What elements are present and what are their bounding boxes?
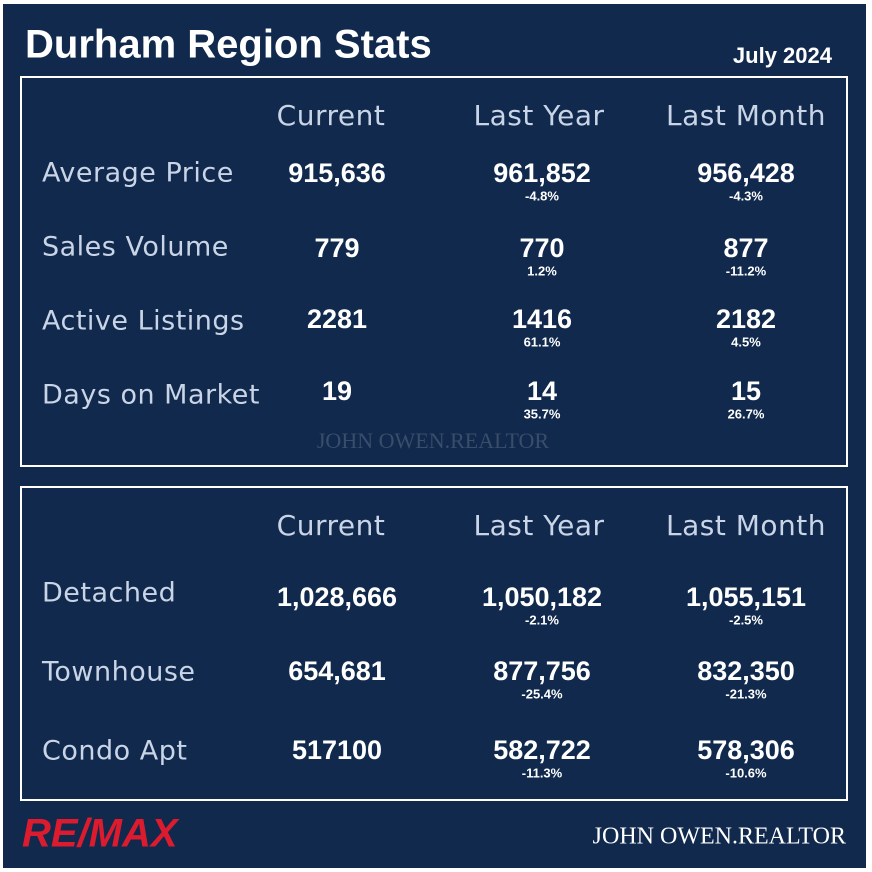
table-frame [20,486,848,801]
row-label: Sales Volume [42,232,229,263]
cell-change: -4.8% [525,188,559,203]
cell-value: 956,428 [697,158,795,188]
cell-value: 15 [731,376,761,406]
cell-change: 61.1% [524,334,561,349]
cell-value: 877 [723,233,768,263]
cell-change: -25.4% [521,686,563,701]
date: July 2024 [733,43,833,68]
cell-change: -4.3% [729,188,763,203]
logo: RE/MAX [22,812,180,856]
brand: JOHN OWEN.REALTOR [593,824,846,850]
row-label: Condo Apt [42,736,187,767]
row-label: Townhouse [41,657,196,688]
row-label: Days on Market [42,380,260,411]
cell-value: 2182 [716,304,776,334]
cell-value: 1,050,182 [482,582,602,612]
table-frame [20,76,848,467]
cell-value: 14 [527,376,557,406]
cell-change: 26.7% [728,406,765,421]
cell-value: 915,636 [288,158,386,188]
title: Durham Region Stats [25,23,432,67]
cell-change: -10.6% [725,765,767,780]
cell-change: -21.3% [725,686,767,701]
cell-value: 779 [314,233,359,263]
cell-value: 1,028,666 [277,582,397,612]
cell-value: 1,055,151 [686,582,806,612]
cell-change: 35.7% [524,406,561,421]
cell-change: -11.3% [522,765,563,780]
cell-value: 578,306 [697,735,795,765]
row-label: Average Price [42,158,234,189]
cell-value: 582,722 [493,735,591,765]
cell-change: 4.5% [731,334,761,349]
column-header: Current [277,99,386,132]
cell-change: 1.2% [527,263,557,278]
cell-value: 19 [322,376,352,406]
column-header: Last Year [473,509,604,542]
column-header: Last Year [473,99,604,132]
column-header: Last Month [666,509,826,542]
cell-value: 770 [519,233,564,263]
cell-change: -11.2% [726,263,767,278]
column-header: Current [277,509,386,542]
cell-value: 1416 [512,304,572,334]
cell-value: 832,350 [697,656,795,686]
watermark: JOHN OWEN.REALTOR [317,428,550,453]
row-label: Detached [42,578,176,609]
cell-value: 877,756 [493,656,591,686]
cell-value: 654,681 [288,656,386,686]
cell-value: 961,852 [493,158,591,188]
cell-change: -2.5% [729,612,763,627]
cell-value: 2281 [307,304,367,334]
cell-value: 517100 [292,735,382,765]
cell-change: -2.1% [525,612,559,627]
panel [3,4,866,868]
row-label: Active Listings [42,306,245,337]
column-header: Last Month [666,99,826,132]
